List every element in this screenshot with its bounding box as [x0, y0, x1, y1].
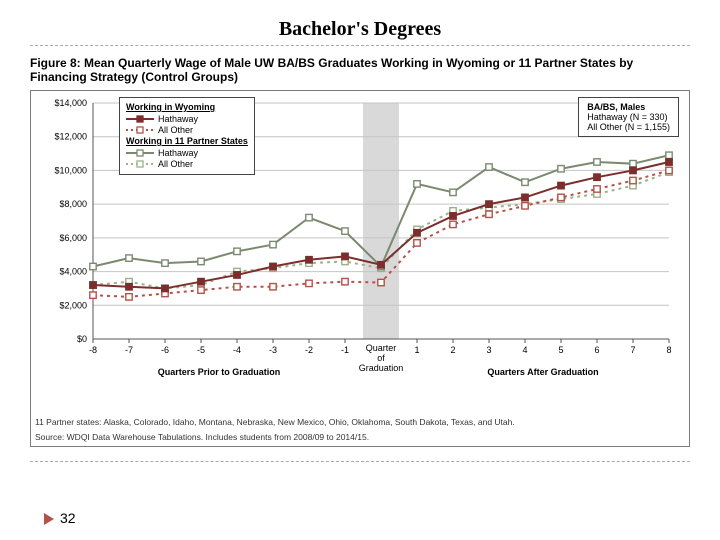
svg-text:4: 4	[522, 345, 527, 355]
svg-text:$10,000: $10,000	[54, 165, 87, 175]
svg-text:-1: -1	[341, 345, 349, 355]
svg-text:5: 5	[558, 345, 563, 355]
svg-text:$14,000: $14,000	[54, 98, 87, 108]
svg-text:$0: $0	[77, 334, 87, 344]
page-title: Bachelor's Degrees	[30, 18, 690, 41]
svg-text:-2: -2	[305, 345, 313, 355]
svg-text:of: of	[377, 353, 385, 363]
chart-container: $0 $2,000 $4,000 $6,000 $8,000 $10,000 $12,000…	[30, 90, 690, 447]
svg-text:-7: -7	[125, 345, 133, 355]
svg-text:$2,000: $2,000	[59, 300, 87, 310]
page-number: 32	[44, 510, 76, 526]
divider-bottom	[30, 461, 690, 462]
svg-text:Quarter: Quarter	[366, 343, 397, 353]
svg-text:-3: -3	[269, 345, 277, 355]
legend-sample-size: BA/BS, MalesHathaway (N = 330)All Other …	[578, 97, 679, 137]
svg-text:$12,000: $12,000	[54, 132, 87, 142]
svg-text:-4: -4	[233, 345, 241, 355]
svg-text:Quarters Prior to Graduation: Quarters Prior to Graduation	[158, 367, 281, 377]
svg-text:-6: -6	[161, 345, 169, 355]
footnote-1: 11 Partner states: Alaska, Colorado, Ida…	[31, 415, 689, 428]
figure-caption: Figure 8: Mean Quarterly Wage of Male UW…	[30, 56, 690, 84]
svg-text:-8: -8	[89, 345, 97, 355]
footnote-2: Source: WDQI Data Warehouse Tabulations.…	[31, 432, 689, 447]
svg-text:1: 1	[414, 345, 419, 355]
svg-text:2: 2	[450, 345, 455, 355]
legend-series: Working in WyomingHathawayAll OtherWorki…	[119, 97, 255, 175]
page-number-text: 32	[60, 510, 76, 526]
svg-text:$6,000: $6,000	[59, 233, 87, 243]
svg-text:$8,000: $8,000	[59, 199, 87, 209]
svg-text:Quarters After Graduation: Quarters After Graduation	[487, 367, 598, 377]
svg-text:8: 8	[666, 345, 671, 355]
svg-text:Graduation: Graduation	[359, 363, 404, 373]
svg-text:$4,000: $4,000	[59, 267, 87, 277]
svg-text:3: 3	[486, 345, 491, 355]
page-marker-icon	[44, 513, 54, 525]
svg-text:-5: -5	[197, 345, 205, 355]
divider-top	[30, 45, 690, 46]
svg-text:6: 6	[594, 345, 599, 355]
svg-text:7: 7	[630, 345, 635, 355]
